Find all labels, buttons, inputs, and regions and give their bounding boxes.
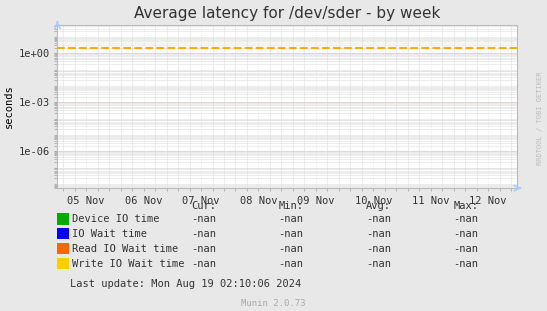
Text: -nan: -nan <box>453 244 479 254</box>
Title: Average latency for /dev/sder - by week: Average latency for /dev/sder - by week <box>134 6 440 21</box>
Text: -nan: -nan <box>366 229 391 239</box>
Text: -nan: -nan <box>278 244 304 254</box>
Text: Min:: Min: <box>278 201 304 211</box>
Text: -nan: -nan <box>191 244 216 254</box>
Text: Avg:: Avg: <box>366 201 391 211</box>
Text: -nan: -nan <box>191 259 216 269</box>
Text: -nan: -nan <box>278 229 304 239</box>
Text: Read IO Wait time: Read IO Wait time <box>72 244 178 254</box>
Text: IO Wait time: IO Wait time <box>72 229 147 239</box>
Text: -nan: -nan <box>366 259 391 269</box>
Text: RRDTOOL / TOBI OETIKER: RRDTOOL / TOBI OETIKER <box>537 72 543 165</box>
Text: Device IO time: Device IO time <box>72 214 160 224</box>
Text: Write IO Wait time: Write IO Wait time <box>72 259 185 269</box>
Text: -nan: -nan <box>453 259 479 269</box>
Text: -nan: -nan <box>191 214 216 224</box>
Text: -nan: -nan <box>366 214 391 224</box>
Text: Munin 2.0.73: Munin 2.0.73 <box>241 299 306 308</box>
Text: -nan: -nan <box>366 244 391 254</box>
Text: -nan: -nan <box>278 259 304 269</box>
Text: Max:: Max: <box>453 201 479 211</box>
Text: -nan: -nan <box>278 214 304 224</box>
Text: Last update: Mon Aug 19 02:10:06 2024: Last update: Mon Aug 19 02:10:06 2024 <box>69 279 301 289</box>
Text: -nan: -nan <box>453 214 479 224</box>
Y-axis label: seconds: seconds <box>4 85 14 128</box>
Text: Cur:: Cur: <box>191 201 216 211</box>
Text: -nan: -nan <box>191 229 216 239</box>
Text: -nan: -nan <box>453 229 479 239</box>
